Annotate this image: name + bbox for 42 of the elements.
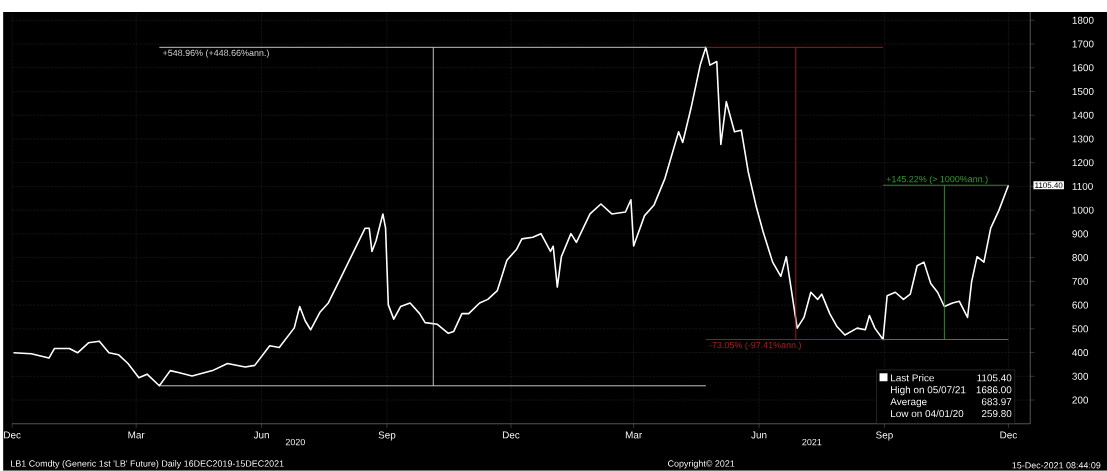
y-tick-label: 700 (1072, 278, 1089, 286)
y-tick-label: 400 (1072, 349, 1089, 357)
annotation: Low on 04/01/20 (891, 409, 964, 418)
y-tick-label: 300 (1072, 372, 1089, 380)
annotation: 1105.40 (977, 374, 1012, 382)
annotation: 683.97 (981, 398, 1012, 406)
x-tick-label: Dec (4, 431, 21, 439)
annotation: 1686.00 (976, 386, 1012, 394)
x-tick-label: Dec (1000, 431, 1017, 439)
x-tick-label: Jun (253, 431, 269, 439)
x-tick-label: Jun (751, 431, 767, 439)
annotation: High on 05/07/21 (891, 386, 966, 396)
y-tick-label: 900 (1072, 230, 1089, 238)
text: 15-Dec-2021 08:44:09 (1012, 462, 1101, 469)
text: Copyright© 2021 (668, 460, 735, 469)
text: LB1 Comdty (Generic 1st 'LB' Future) Daily 16DEC2019-15DEC2021 (11, 460, 284, 469)
annotation: -73.05% (-97.41%ann.) (709, 341, 801, 351)
y-tick-label: 1100 (1072, 183, 1093, 191)
x-tick-label: Sep (378, 431, 396, 441)
text: 2020 (285, 439, 305, 446)
y-tick-label: 200 (1072, 396, 1089, 404)
x-tick-label: Mar (625, 431, 643, 439)
legend-label: Last Price (891, 374, 934, 382)
x-tick-label: Dec (502, 431, 520, 439)
y-tick-label: 600 (1072, 301, 1089, 309)
y-tick-label: 1200 (1072, 159, 1094, 167)
annotation: +548.96% (+448.66%ann.) (162, 49, 269, 59)
y-tick-label: 1300 (1072, 135, 1094, 143)
x-tick-label: Sep (876, 431, 893, 441)
y-tick-label: 1400 (1072, 111, 1094, 119)
y-tick-label: 1600 (1072, 64, 1094, 72)
y-tick-label: 500 (1072, 325, 1089, 333)
x-tick-label: Mar (128, 431, 145, 439)
y-tick-label: 1700 (1072, 40, 1094, 48)
annotation: 259.80 (981, 410, 1012, 418)
annotation: Average (890, 398, 927, 408)
y-tick-label: 1000 (1072, 206, 1094, 214)
y-tick-label: 1500 (1072, 88, 1094, 96)
y-tick-label: 800 (1072, 254, 1089, 262)
annotation: +145.22% (> 1000%ann.) (886, 175, 988, 185)
text: 2021 (802, 439, 822, 446)
y-tick-label: 1800 (1072, 16, 1094, 24)
